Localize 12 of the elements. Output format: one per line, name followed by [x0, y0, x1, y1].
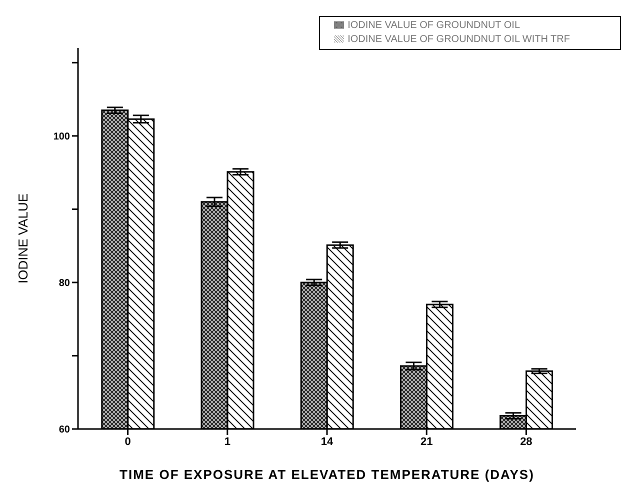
- x-tick-label: 14: [320, 436, 334, 448]
- x-tick-label: 21: [420, 436, 433, 448]
- legend-label: IODINE VALUE OF GROUNDNUT OIL WITH TRF: [348, 34, 570, 45]
- x-axis-title: TIME OF EXPOSURE AT ELEVATED TEMPERATURE (DAYS): [120, 467, 534, 482]
- x-tick-label: 0: [124, 436, 131, 448]
- y-axis-title: IODINE VALUE: [16, 193, 31, 284]
- x-tick-label: 1: [224, 436, 230, 448]
- x-tick-label: 28: [520, 436, 532, 448]
- y-tick-label: 80: [58, 278, 70, 290]
- legend-label: IODINE VALUE OF GROUNDNUT OIL: [348, 20, 520, 31]
- y-tick-label: 60: [58, 424, 70, 436]
- y-tick-label: 100: [53, 131, 70, 142]
